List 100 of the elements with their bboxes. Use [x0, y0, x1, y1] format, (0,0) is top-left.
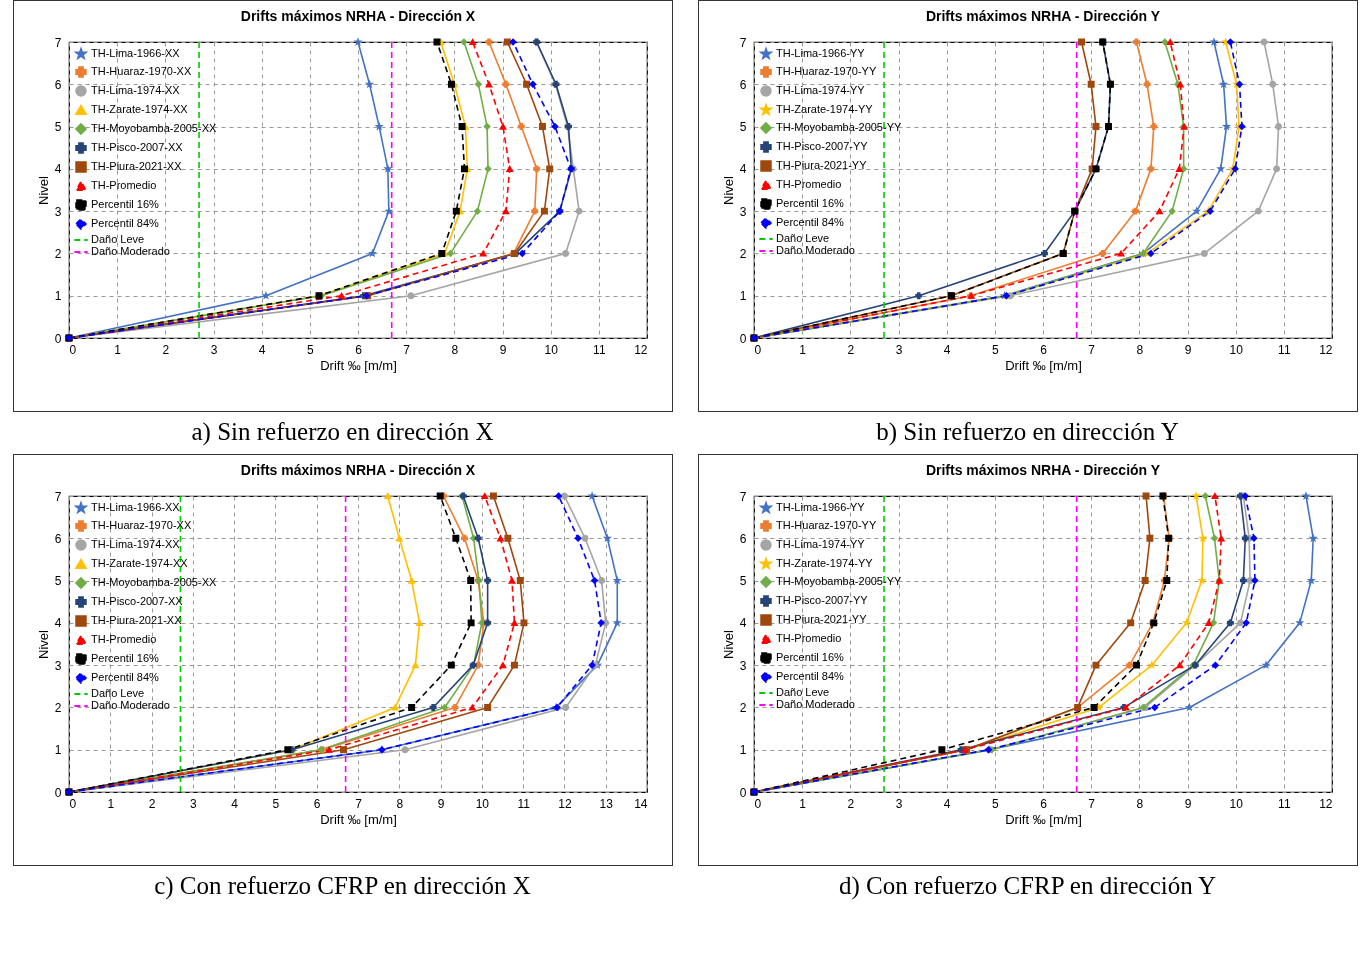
x-tick-label: 1 [799, 796, 807, 811]
text: d) Con refuerzo CFRP en dirección Y [838, 872, 1217, 900]
y-tick-label: 2 [739, 246, 747, 261]
x-tick-label: 12 [634, 342, 648, 357]
text: b) Sin refuerzo en dirección Y [876, 418, 1179, 446]
legend-label: TH-Lima-1966-XX [91, 47, 181, 59]
y-tick-label: 3 [739, 204, 747, 219]
y-tick-label: 6 [739, 77, 747, 92]
x-axis-title: Drift ‰ [m/m] [320, 357, 397, 373]
x-tick-label: 2 [847, 796, 855, 811]
x-tick-label: 1 [107, 796, 115, 811]
x-tick-label: 8 [451, 342, 459, 357]
chart-title: Drifts máximos NRHA - Dirección Y [925, 8, 1161, 24]
legend-label: Daño Leve [776, 686, 830, 698]
x-tick-label: 8 [396, 796, 404, 811]
x-tick-label: 5 [306, 342, 314, 357]
x-tick-label: 7 [1088, 342, 1096, 357]
y-tick-label: 3 [739, 658, 747, 673]
legend-label: TH-Piura-2021-YY [776, 613, 868, 625]
x-tick-label: 6 [313, 796, 321, 811]
legend-label: TH-Zarate-1974-YY [776, 557, 874, 569]
legend-label: Percentil 16% [91, 652, 160, 664]
x-tick-label: 2 [847, 342, 855, 357]
y-axis-title: Nivel [35, 629, 51, 659]
text: a) Sin refuerzo en dirección X [191, 418, 494, 446]
y-tick-label: 4 [739, 616, 747, 631]
x-tick-label: 0 [754, 796, 762, 811]
y-tick-label: 4 [54, 616, 62, 631]
y-tick-label: 1 [739, 289, 747, 304]
x-tick-label: 11 [1278, 796, 1291, 811]
x-tick-label: 9 [499, 342, 507, 357]
y-tick-label: 2 [739, 700, 747, 715]
legend-label: TH-Piura-2021-XX [91, 160, 183, 172]
legend-label: Daño Leve [91, 233, 145, 245]
x-tick-label: 5 [272, 796, 280, 811]
x-tick-label: 0 [69, 796, 77, 811]
legend-label: Daño Moderado [776, 698, 855, 710]
x-tick-label: 8 [1136, 796, 1144, 811]
legend-label: Daño Leve [91, 687, 145, 699]
legend-label: TH-Huaraz-1970-XX [91, 65, 192, 77]
y-tick-label: 7 [739, 35, 747, 50]
legend-label: TH-Pisco-2007-YY [776, 140, 869, 152]
legend-label: TH-Moyobamba-2005-XX [91, 576, 217, 588]
legend-label: Daño Leve [776, 232, 830, 244]
chart-title: Drifts máximos NRHA - Dirección X [240, 8, 476, 24]
x-tick-label: 14 [634, 796, 648, 811]
legend-label: Percentil 84% [91, 671, 160, 683]
x-tick-label: 3 [210, 342, 218, 357]
x-tick-label: 3 [190, 796, 198, 811]
y-tick-label: 4 [54, 162, 62, 177]
x-axis-title: Drift ‰ [m/m] [1005, 811, 1082, 827]
legend-label: TH-Moyobamba-2005-YY [776, 575, 902, 587]
legend-label: TH-Lima-1974-YY [776, 84, 866, 96]
x-tick-label: 9 [1184, 342, 1192, 357]
legend-label: TH-Lima-1974-XX [91, 538, 181, 550]
y-tick-label: 2 [54, 700, 62, 715]
legend-label: TH-Lima-1966-XX [91, 501, 181, 513]
legend-label: TH-Lima-1974-XX [91, 84, 181, 96]
x-tick-label: 11 [593, 342, 606, 357]
x-tick-label: 9 [437, 796, 445, 811]
x-tick-label: 4 [943, 796, 951, 811]
x-tick-label: 6 [1040, 342, 1048, 357]
text: c) Con refuerzo CFRP en dirección X [154, 872, 531, 900]
legend-label: TH-Lima-1974-YY [776, 538, 866, 550]
y-tick-label: 1 [54, 289, 62, 304]
legend-label: Percentil 84% [776, 216, 845, 228]
y-tick-label: 0 [739, 785, 747, 800]
x-tick-label: 12 [558, 796, 572, 811]
x-tick-label: 6 [1040, 796, 1048, 811]
x-tick-label: 7 [355, 796, 363, 811]
x-tick-label: 7 [403, 342, 411, 357]
x-tick-label: 1 [799, 342, 807, 357]
y-tick-label: 1 [54, 743, 62, 758]
x-tick-label: 4 [258, 342, 266, 357]
legend-label: Percentil 84% [776, 670, 845, 682]
y-tick-label: 7 [54, 489, 62, 504]
y-axis-title: Nivel [720, 629, 736, 659]
x-tick-label: 5 [991, 796, 999, 811]
x-tick-label: 10 [1229, 796, 1244, 811]
x-tick-label: 4 [943, 342, 951, 357]
legend-label: TH-Promedio [91, 179, 157, 191]
y-tick-label: 5 [54, 120, 62, 135]
x-tick-label: 12 [1319, 796, 1333, 811]
legend-label: TH-Zarate-1974-XX [91, 557, 189, 569]
y-tick-label: 0 [54, 331, 62, 346]
x-tick-label: 5 [991, 342, 999, 357]
y-tick-label: 7 [54, 35, 62, 50]
legend-label: Percentil 16% [91, 198, 160, 210]
x-tick-label: 3 [895, 796, 903, 811]
legend-label: TH-Promedio [91, 633, 157, 645]
x-tick-label: 9 [1184, 796, 1192, 811]
y-axis-title: Nivel [35, 175, 51, 205]
x-tick-label: 10 [544, 342, 559, 357]
legend-label: Percentil 16% [776, 651, 845, 663]
x-tick-label: 1 [114, 342, 122, 357]
legend-label: TH-Pisco-2007-YY [776, 594, 869, 606]
x-axis-title: Drift ‰ [m/m] [320, 811, 397, 827]
y-tick-label: 7 [739, 489, 747, 504]
legend-label: Percentil 84% [91, 217, 160, 229]
legend-label: TH-Huaraz-1970-YY [776, 65, 877, 77]
